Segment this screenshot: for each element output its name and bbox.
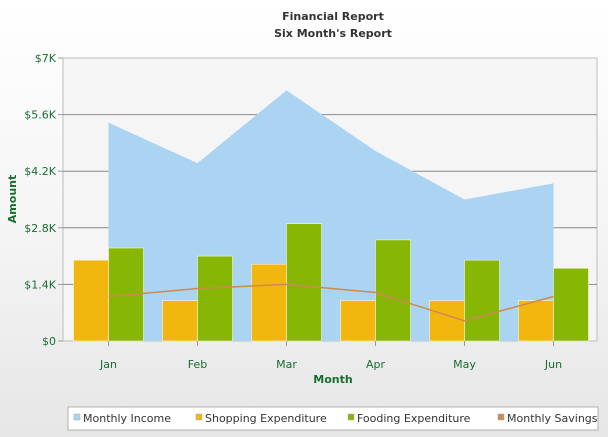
y-tick-label-4: $5.6K	[24, 109, 56, 122]
y-axis-title: Amount	[6, 175, 19, 223]
x-tick-label-jun: Jun	[544, 358, 562, 371]
x-tick-label-apr: Apr	[366, 358, 386, 371]
legend-label-monthly-income: Monthly Income	[83, 412, 171, 425]
y-axis-ticks: $0 $1.4K $2.8K $4.2K $5.6K $7K	[24, 52, 63, 348]
bar-shopping-expenditure-may	[430, 301, 465, 341]
y-tick-label-2: $2.8K	[24, 222, 56, 235]
legend-label-monthly-savings: Monthly Savings	[507, 412, 598, 425]
x-tick-label-jan: Jan	[99, 358, 117, 371]
bar-shopping-expenditure-jun	[519, 301, 554, 341]
legend-swatch-fooding-expenditure	[348, 414, 354, 420]
y-tick-label-0: $0	[42, 335, 56, 348]
legend-swatch-monthly-income	[74, 414, 80, 420]
x-tick-label-may: May	[453, 358, 476, 371]
bar-shopping-expenditure-apr	[341, 301, 376, 341]
legend-swatch-shopping-expenditure	[196, 414, 202, 420]
y-tick-label-3: $4.2K	[24, 165, 56, 178]
chart-subtitle: Six Month's Report	[274, 27, 392, 40]
x-tick-label-mar: Mar	[276, 358, 297, 371]
y-tick-label-1: $1.4K	[24, 278, 56, 291]
bar-fooding-expenditure-may	[465, 260, 500, 341]
bar-shopping-expenditure-feb	[163, 301, 198, 341]
chart-title: Financial Report	[282, 10, 384, 23]
bar-fooding-expenditure-jun	[554, 268, 589, 341]
bar-shopping-expenditure-jan	[74, 260, 109, 341]
bar-fooding-expenditure-apr	[376, 240, 411, 341]
y-tick-label-5: $7K	[35, 52, 57, 65]
bar-shopping-expenditure-mar	[252, 264, 287, 341]
legend-label-shopping-expenditure: Shopping Expenditure	[205, 412, 327, 425]
legend-label-fooding-expenditure: Fooding Expenditure	[357, 412, 471, 425]
x-axis-title: Month	[313, 373, 352, 386]
bar-fooding-expenditure-mar	[287, 224, 322, 341]
legend-swatch-monthly-savings	[498, 414, 504, 420]
x-axis-ticks: Jan Feb Mar Apr May Jun	[99, 341, 562, 371]
bar-fooding-expenditure-feb	[198, 256, 233, 341]
x-tick-label-feb: Feb	[188, 358, 207, 371]
